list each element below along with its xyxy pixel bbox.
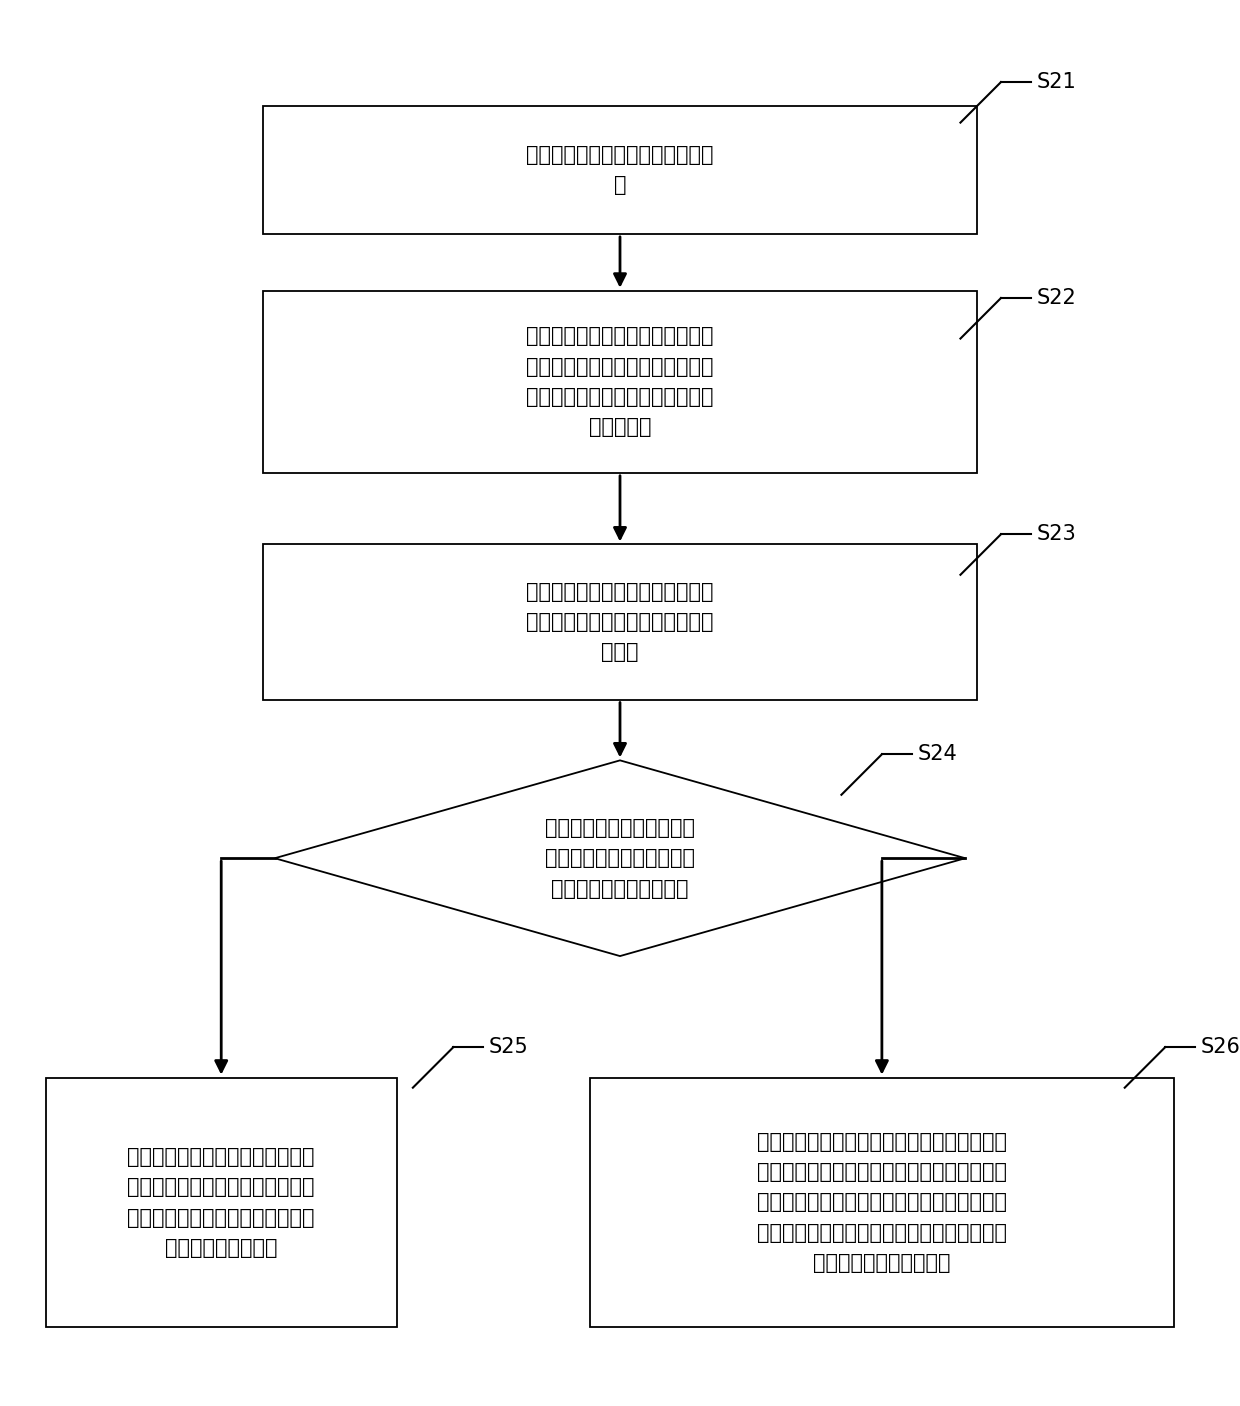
Bar (263, 544, 977, 700)
Text: S21: S21 (1037, 72, 1076, 93)
Bar (263, 105, 977, 233)
Text: S26: S26 (1200, 1038, 1240, 1057)
Bar (46, 1077, 397, 1327)
Bar (590, 1077, 1173, 1327)
Text: 在第二待编排节目的节目标签与所
述标签表达式匹配时，将所述第二
待编排节目编排到与所述标签表达
式对应的基因节点中: 在第二待编排节目的节目标签与所 述标签表达式匹配时，将所述第二 待编排节目编排到… (128, 1147, 315, 1258)
Text: 将确定的所述标签表达式包含的所
述节点标签与每个待编排节目的每
个节目标签依次取交集，得到第一
待编排节目: 将确定的所述标签表达式包含的所 述节点标签与每个待编排节目的每 个节目标签依次取… (526, 326, 714, 437)
Text: 判断第二待编排节目中的每
个待编排节目的节目标签与
所述标签表达式是否匹配: 判断第二待编排节目中的每 个待编排节目的节目标签与 所述标签表达式是否匹配 (546, 818, 694, 898)
Text: S25: S25 (489, 1038, 528, 1057)
Text: S22: S22 (1037, 288, 1076, 308)
Text: 将所述第一待编排节目中重复的待
编排节目进行过滤，得到第二待编
排节目: 将所述第一待编排节目中重复的待 编排节目进行过滤，得到第二待编 排节目 (526, 582, 714, 662)
Text: 确定所述标签表达式包含的节点标
签: 确定所述标签表达式包含的节点标 签 (526, 145, 714, 195)
Polygon shape (275, 761, 965, 956)
Text: S24: S24 (918, 744, 957, 765)
Text: 在至少一个第二待编排节目的节目标签与各个
基因节点的标签表达式均不匹配时，则基于所
述至少一个第二待编排节目的节目标签创建新
的基因节点，并将所述至少一个第二待: 在至少一个第二待编排节目的节目标签与各个 基因节点的标签表达式均不匹配时，则基于… (756, 1132, 1007, 1274)
Text: S23: S23 (1037, 524, 1076, 544)
Bar (263, 291, 977, 472)
